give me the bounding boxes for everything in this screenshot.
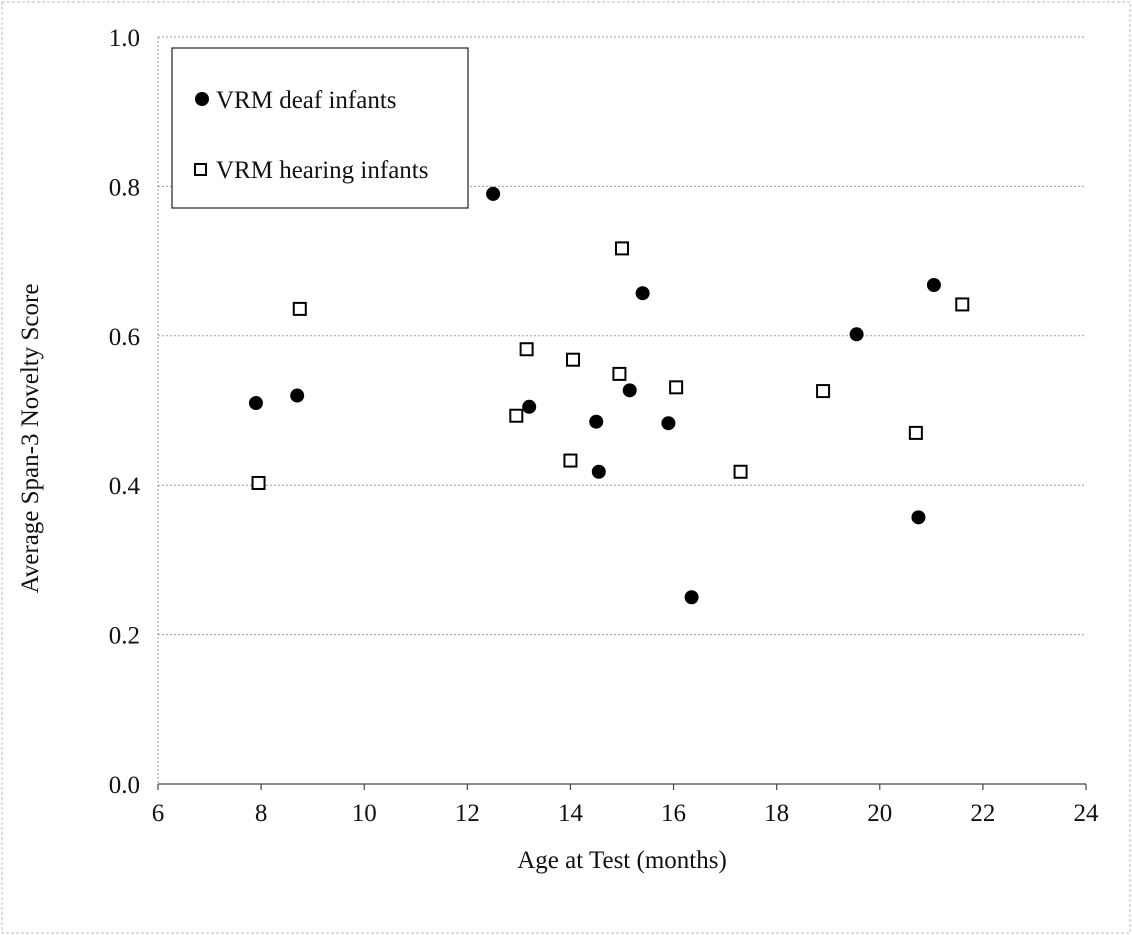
x-tick-label: 18 bbox=[764, 800, 789, 827]
data-point-deaf bbox=[522, 399, 537, 414]
data-point-hearing bbox=[251, 475, 266, 490]
grid-lines bbox=[157, 36, 1086, 784]
x-axis-label: Age at Test (months) bbox=[517, 847, 727, 874]
y-tick-label: 1.0 bbox=[109, 25, 140, 52]
y-tick-label: 0.0 bbox=[109, 772, 140, 799]
x-tick-label: 10 bbox=[352, 800, 377, 827]
y-tick-label: 0.6 bbox=[109, 324, 140, 351]
x-tick-label: 12 bbox=[455, 800, 480, 827]
data-point-deaf bbox=[248, 396, 263, 411]
legend-box bbox=[171, 47, 469, 209]
y-axis-label: Average Span-3 Novelty Score bbox=[17, 284, 44, 594]
legend: VRM deaf infants VRM hearing infants bbox=[171, 47, 469, 209]
x-tick-label: 14 bbox=[558, 800, 584, 827]
data-point-hearing bbox=[615, 241, 629, 256]
x-tick-label: 6 bbox=[152, 800, 165, 827]
data-point-hearing bbox=[519, 342, 534, 357]
data-point-hearing bbox=[612, 366, 627, 381]
data-point-deaf bbox=[635, 286, 650, 301]
data-point-hearing bbox=[292, 301, 307, 316]
data-point-hearing bbox=[563, 453, 578, 468]
data-point-deaf bbox=[849, 327, 864, 342]
tick-labels: 6 8 10 12 14 16 18 20 22 24 0.0 0.2 0.4 0.6 0.8 1.0 bbox=[109, 25, 1099, 827]
data-point-deaf bbox=[926, 278, 941, 293]
axes bbox=[157, 783, 1087, 790]
data-point-hearing bbox=[908, 425, 923, 440]
data-point-deaf bbox=[911, 510, 926, 525]
data-point-hearing bbox=[816, 384, 831, 399]
legend-marker-filled-circle bbox=[195, 92, 209, 106]
x-tick-label: 24 bbox=[1074, 800, 1100, 827]
y-tick-label: 0.4 bbox=[109, 473, 141, 500]
data-point-hearing bbox=[566, 352, 581, 367]
x-tick-label: 20 bbox=[867, 800, 892, 827]
data-point-deaf bbox=[290, 388, 305, 403]
y-tick-label: 0.8 bbox=[109, 174, 140, 201]
data-point-deaf bbox=[589, 414, 604, 429]
data-point-deaf bbox=[622, 383, 637, 398]
data-points bbox=[248, 186, 970, 605]
data-point-hearing bbox=[733, 464, 748, 479]
data-point-deaf bbox=[591, 464, 606, 479]
data-point-hearing bbox=[669, 380, 684, 395]
x-tick-label: 22 bbox=[970, 800, 995, 827]
x-tick-label: 8 bbox=[255, 800, 268, 827]
legend-marker-open-square bbox=[194, 163, 207, 176]
legend-label-deaf: VRM deaf infants bbox=[216, 87, 397, 114]
data-point-hearing bbox=[955, 297, 970, 312]
legend-label-hearing: VRM hearing infants bbox=[216, 157, 428, 184]
x-tick-label: 16 bbox=[661, 800, 686, 827]
data-point-hearing bbox=[509, 408, 524, 423]
y-tick-label: 0.2 bbox=[109, 623, 140, 650]
data-point-deaf bbox=[661, 416, 676, 431]
data-point-deaf bbox=[684, 590, 699, 605]
data-point-deaf bbox=[486, 186, 501, 201]
